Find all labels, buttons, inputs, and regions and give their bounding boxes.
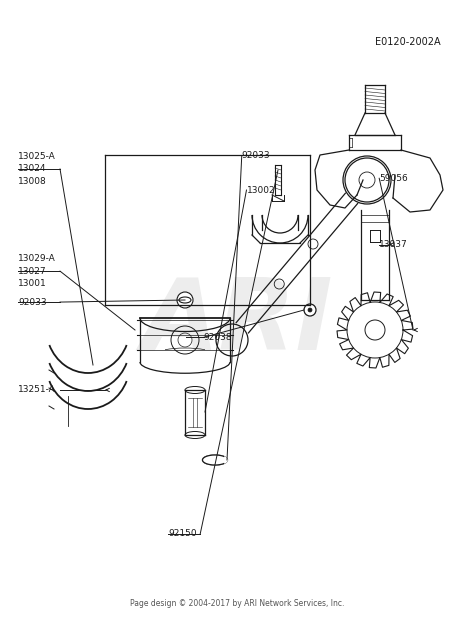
Circle shape	[177, 292, 193, 308]
Circle shape	[304, 304, 316, 316]
Text: 92150: 92150	[168, 529, 197, 538]
Text: 13025-A: 13025-A	[18, 152, 56, 161]
Text: 13027: 13027	[18, 267, 46, 275]
Text: 13001: 13001	[18, 279, 47, 288]
Text: 13008: 13008	[18, 177, 47, 186]
Text: 92033: 92033	[242, 152, 270, 160]
Text: 13029-A: 13029-A	[18, 254, 56, 263]
Text: 13037: 13037	[379, 240, 408, 249]
Ellipse shape	[202, 454, 228, 465]
Text: 59056: 59056	[379, 174, 408, 183]
Text: 92033: 92033	[18, 298, 46, 306]
Text: 92038: 92038	[204, 333, 232, 342]
Text: 13002: 13002	[246, 186, 275, 194]
Text: 13251-A: 13251-A	[18, 386, 56, 394]
Text: 13024: 13024	[18, 165, 46, 173]
Text: E0120-2002A: E0120-2002A	[375, 37, 440, 47]
Text: ARI: ARI	[141, 274, 333, 370]
Text: Page design © 2004-2017 by ARI Network Services, Inc.: Page design © 2004-2017 by ARI Network S…	[130, 599, 344, 608]
Circle shape	[308, 308, 312, 312]
